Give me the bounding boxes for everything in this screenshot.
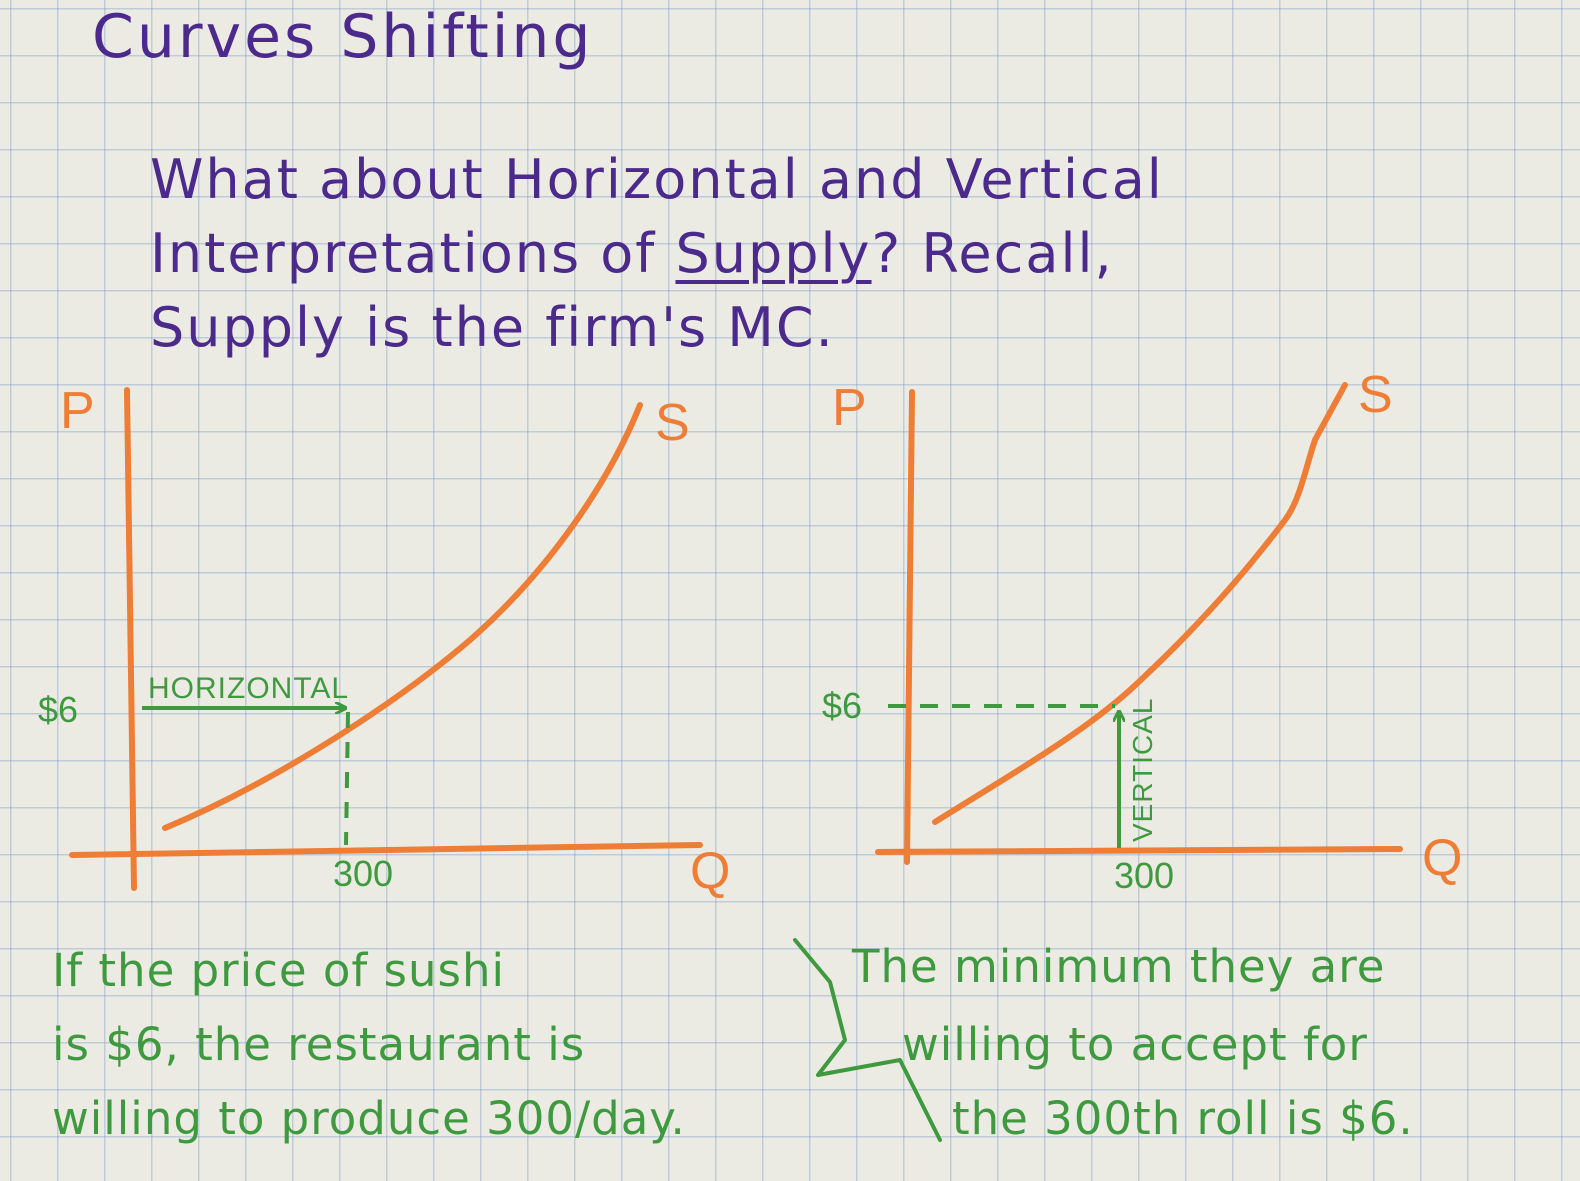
left-supply-curve: [162, 402, 643, 831]
left-y-axis-label: P: [60, 382, 95, 440]
right-supply-curve: [932, 382, 1348, 825]
right-arrow-label: VERTICAL: [1127, 698, 1158, 842]
right-y-axis-label: P: [832, 379, 867, 437]
question-line-3: Supply is the firm's MC.: [150, 296, 835, 359]
right-price-label: $6: [822, 685, 862, 726]
left-x-axis-label: Q: [690, 842, 730, 900]
right-curve-label: S: [1358, 366, 1393, 424]
right-note-line-2: willing to accept for: [902, 1018, 1368, 1071]
right-x-axis-label: Q: [1422, 829, 1462, 887]
right-note-line-3: the 300th roll is $6.: [952, 1092, 1414, 1145]
right-note-line-1: The minimum they are: [852, 940, 1386, 993]
left-price-label: $6: [38, 689, 78, 730]
question-line-2a: Interpretations of: [150, 222, 676, 285]
left-curve-label: S: [655, 394, 690, 452]
left-note-line-2: is $6, the restaurant is: [52, 1018, 586, 1071]
left-quantity-label: 300: [333, 853, 393, 894]
left-note-line-1: If the price of sushi: [52, 944, 505, 997]
page-title: Curves Shifting: [92, 2, 594, 72]
question-line-1: What about Horizontal and Vertical: [150, 148, 1164, 211]
left-graph: P Q S $6 300 HORIZONTAL: [38, 382, 730, 900]
left-dashed-drop: [344, 711, 350, 846]
notes-divider: [793, 938, 942, 1142]
question-line-2b: ? Recall,: [871, 222, 1114, 285]
right-graph: P Q S $6 300 VERTICAL: [822, 366, 1462, 896]
right-y-axis: [904, 389, 915, 865]
supply-underlined: Supply: [675, 222, 872, 285]
right-x-axis: [875, 846, 1403, 855]
left-x-axis: [69, 842, 703, 858]
left-note-line-3: willing to produce 300/day.: [52, 1092, 686, 1145]
question-line-2: Interpretations of Supply? Recall,: [150, 222, 1114, 285]
left-arrow-label: HORIZONTAL: [148, 672, 349, 705]
right-quantity-label: 300: [1114, 855, 1174, 896]
left-y-axis: [124, 387, 137, 891]
